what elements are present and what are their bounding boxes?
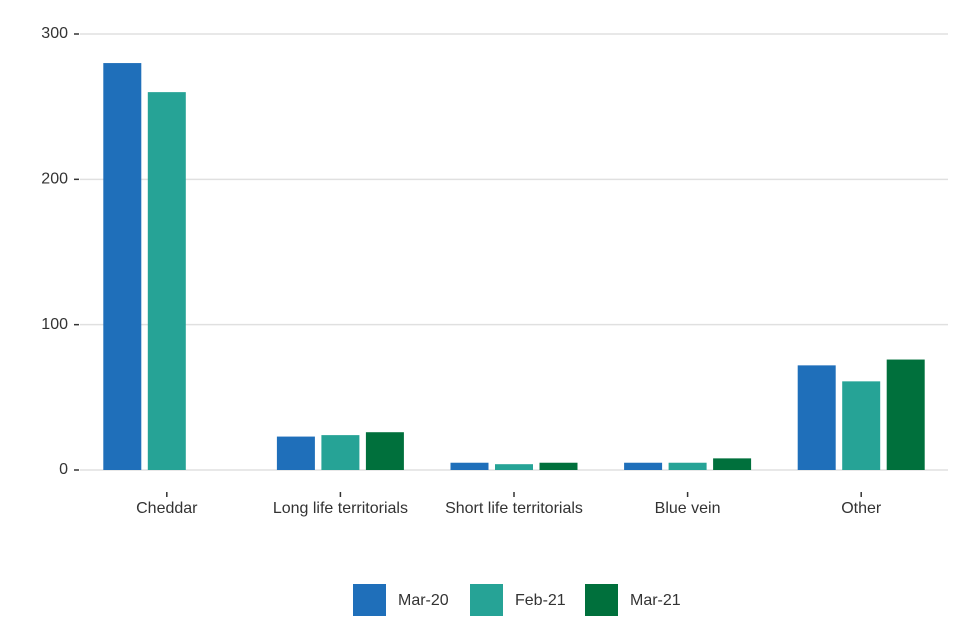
legend-label: Mar-21	[630, 592, 681, 609]
y-tick-label: 200	[41, 171, 68, 188]
bar	[321, 435, 360, 470]
bar	[624, 462, 663, 470]
x-tick-label: Cheddar	[136, 500, 198, 517]
legend-swatch	[470, 584, 503, 616]
bar	[668, 462, 707, 470]
y-tick-label: 300	[41, 25, 68, 42]
x-tick-label: Short life territorials	[445, 500, 583, 517]
bar	[103, 63, 142, 471]
x-tick-label: Long life territorials	[273, 500, 408, 517]
bar	[539, 462, 578, 470]
legend-label: Feb-21	[515, 592, 566, 609]
x-tick-label: Other	[841, 500, 882, 517]
legend-swatch	[353, 584, 386, 616]
bar	[713, 458, 752, 470]
bar	[450, 462, 489, 470]
bar	[797, 365, 836, 470]
bar	[365, 432, 404, 470]
bar	[886, 359, 925, 470]
legend-label: Mar-20	[398, 592, 449, 609]
x-tick-label: Blue vein	[655, 500, 721, 517]
legend-swatch	[585, 584, 618, 616]
bar	[276, 436, 315, 470]
y-tick-label: 100	[41, 316, 68, 333]
y-tick-label: 0	[59, 461, 68, 478]
bar	[147, 92, 186, 470]
bar	[842, 381, 881, 470]
bar	[495, 464, 533, 470]
